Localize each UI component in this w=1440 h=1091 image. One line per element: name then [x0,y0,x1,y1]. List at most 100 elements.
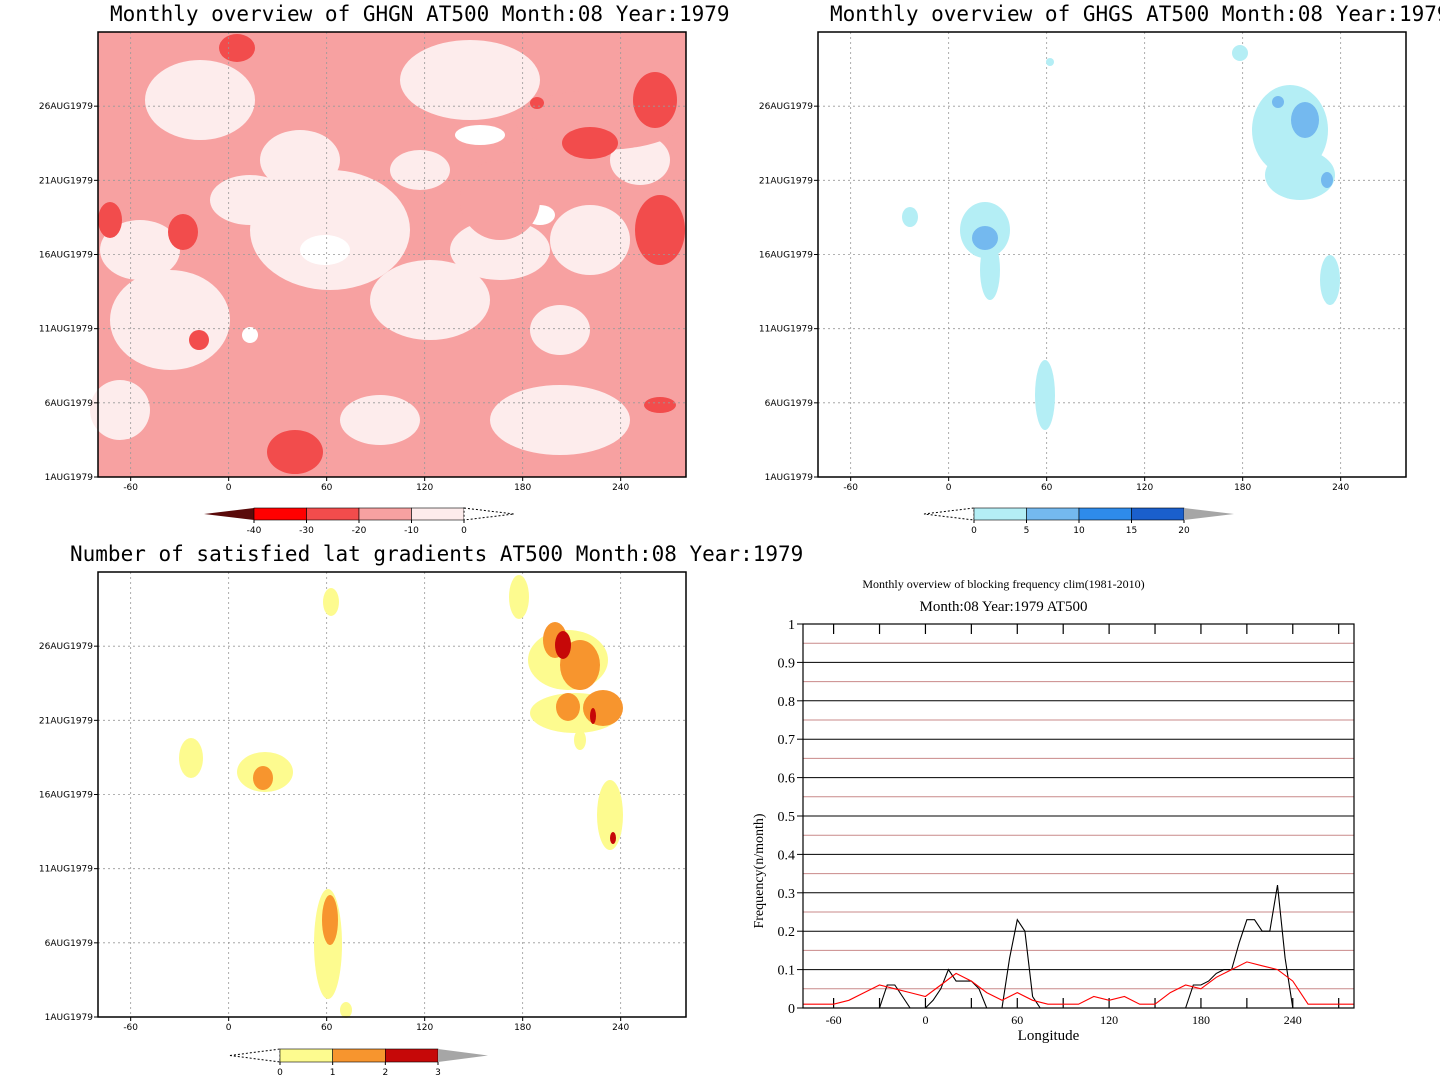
freq-ytick-label: 0.5 [778,810,796,825]
ghgn-contour-light [145,60,255,140]
lat-contour-1 [574,730,586,750]
ghgn-contour-white [300,235,350,265]
lat-ytick-label: 16AUG1979 [39,791,93,801]
freq-xtick-label: 60 [1011,1013,1023,1027]
ghgn-contour-white [455,125,505,145]
lat-contour-1 [597,780,623,850]
freq-ytick-label: 0 [788,1002,795,1017]
ghgs-xtick-label: 60 [1041,483,1053,493]
ghgn-contour-dark [189,330,209,350]
freq-title: Monthly overview of blocking frequency c… [862,577,1144,591]
lat-ytick-label: 6AUG1979 [45,939,94,949]
freq-ytick-label: 0.9 [778,656,796,671]
ghgs-contour-mid [972,226,998,250]
ghgn-cbar-swatch [253,507,307,521]
ghgs-cbar-label: 5 [1024,526,1030,536]
freq-series-black [803,885,1354,1009]
ghgn-xtick-label: 240 [612,483,629,493]
ghgs-cbar-label: 20 [1178,526,1190,536]
ghgs-ytick-label: 21AUG1979 [759,176,813,186]
ghgs-cbar-swatch [1078,507,1132,521]
freq-xlabel: Longitude [1018,1028,1080,1044]
lat-cbar-swatch [279,1048,333,1063]
lat-xtick-label: 240 [612,1023,629,1033]
ghgs-contour-light [1046,58,1054,66]
ghgs-contour-light [1265,150,1335,200]
ghgn-contour-light [530,305,590,355]
lat-cbar-label: 1 [330,1068,336,1078]
ghgn-contour-dark [168,214,198,250]
ghgn-cbar-swatch [411,507,465,521]
freq-ytick-label: 0.4 [778,848,796,863]
blocking-frequency-chart: Monthly overview of blocking frequency c… [752,577,1355,1044]
lat-ytick-label: 11AUG1979 [39,865,93,875]
lat-cbar-label: 0 [277,1068,283,1078]
ghgs-xtick-label: 180 [1234,483,1251,493]
lat-cbar-right-arrow [438,1049,488,1062]
ghgn-contour-light [100,220,180,280]
ghgn-title: Monthly overview of GHGN AT500 Month:08 … [110,2,730,26]
freq-xtick-label: 120 [1100,1013,1118,1027]
freq-ytick-label: 0.1 [778,964,796,979]
freq-ytick-label: 0.7 [778,733,796,748]
ghgs-contour-light [902,207,918,227]
lat-xtick-label: 0 [226,1023,232,1033]
lat-contour-3 [555,631,571,659]
ghgn-chart: -60 0 60 120 180 240 1AUG1979 6AUG1979 11AUG1979… [39,31,687,536]
ghgn-contour-dark [635,195,685,265]
ghgn-ytick-label: 16AUG1979 [39,251,93,261]
ghgs-ytick-label: 1AUG1979 [765,473,814,483]
freq-ytick-label: 0.3 [778,887,796,902]
lat-contour-2 [322,895,338,945]
freq-ylabel: Frequency(n/month) [752,813,767,928]
ghgn-cbar-left-arrow [204,508,254,520]
ghgn-contour-mid [460,160,540,240]
ghgn-ytick-label: 1AUG1979 [45,473,94,483]
lat-contour-2 [253,766,273,790]
freq-ytick-label: 0.2 [778,925,796,940]
ghgn-contour-dark [562,127,618,159]
ghgn-contour-dark [633,72,677,128]
freq-ytick-label: 0.8 [778,695,796,710]
ghgs-xtick-label: 240 [1332,483,1349,493]
lat-xtick-label: -60 [123,1023,138,1033]
freq-series-red [803,961,1354,1005]
lat-contour-1 [323,588,339,616]
ghgs-ytick-label: 26AUG1979 [759,102,813,112]
ghgn-cbar-swatch [358,507,412,521]
ghgs-ytick-label: 6AUG1979 [765,399,814,409]
ghgn-xtick-label: 60 [321,483,333,493]
ghgs-title: Monthly overview of GHGS AT500 Month:08 … [830,2,1440,26]
lat-contour-1 [179,738,203,778]
lat-ytick-label: 26AUG1979 [39,642,93,652]
lat-gradients-chart: -60 0 60 120 180 2401AUG19796AUG197911AUG1979… [39,571,687,1078]
lat-xtick-label: 120 [416,1023,433,1033]
lat-contour-1 [340,1002,352,1018]
ghgn-cbar-label: 0 [461,526,467,536]
ghgs-contour-mid [1291,102,1319,138]
lat-contour-2 [560,640,600,690]
ghgn-contour-dark [530,97,544,109]
lat-cbar-label: 2 [382,1068,388,1078]
ghgn-xtick-label: 0 [226,483,232,493]
lat-contour-1 [509,575,529,619]
ghgn-ytick-label: 26AUG1979 [39,102,93,112]
ghgs-xtick-label: 0 [946,483,952,493]
freq-ytick-label: 0.6 [778,772,796,787]
lat-gradients-title: Number of satisfied lat gradients AT500 … [70,542,804,566]
ghgn-cbar-label: -30 [299,526,314,536]
lat-plot-border [97,571,687,1018]
lat-xtick-label: 60 [321,1023,333,1033]
ghgs-cbar-label: 0 [971,526,977,536]
ghgn-plot-border [97,31,687,478]
ghgs-cbar-swatch [973,507,1027,521]
ghgn-cbar-right-arrow [463,507,515,521]
ghgn-contour-light [550,205,630,275]
lat-contour-2 [556,693,580,721]
lat-xtick-label: 180 [514,1023,531,1033]
lat-cbar-label: 3 [435,1068,441,1078]
lat-contour-3 [610,832,616,844]
ghgs-contour-light [1035,360,1055,430]
panel-ghgn: Monthly overview of GHGN AT500 Month:08 … [0,0,730,545]
ghgn-contour-light [90,380,150,440]
